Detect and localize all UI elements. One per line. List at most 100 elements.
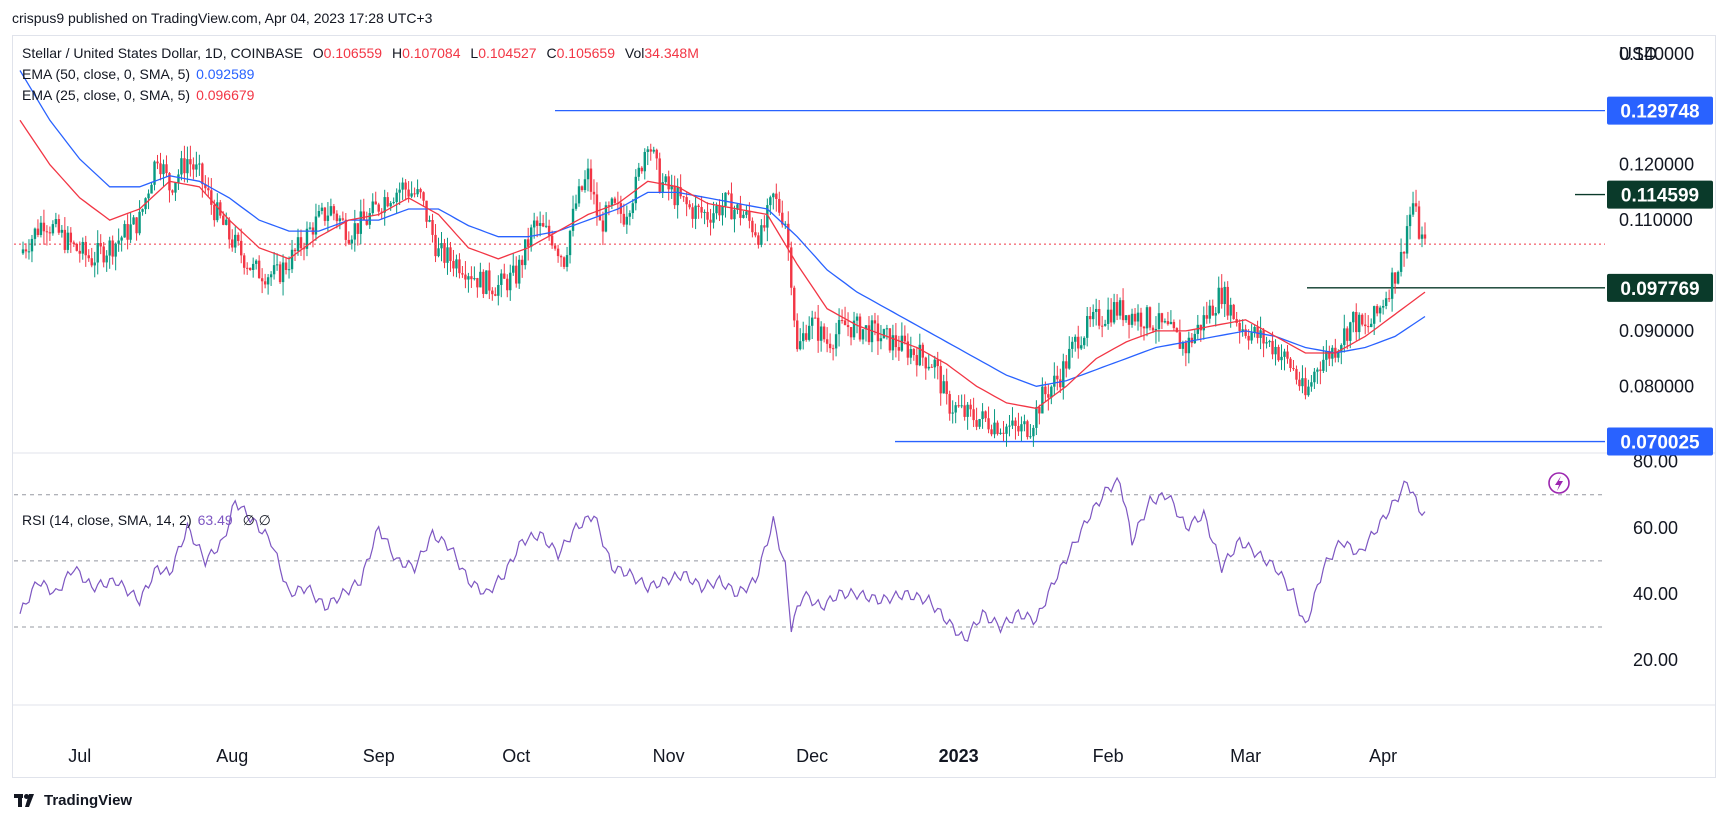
candle-body — [314, 216, 318, 235]
candle-body — [1109, 309, 1113, 323]
level-badge — [1607, 96, 1713, 125]
candle-body — [667, 176, 670, 190]
candle-body — [906, 341, 910, 358]
candle-body — [320, 207, 324, 211]
candle-body — [640, 167, 643, 172]
candle-body — [90, 258, 93, 266]
candle-body — [969, 404, 972, 410]
candle-body — [649, 149, 652, 152]
candle-body — [497, 284, 500, 296]
candle-body — [1068, 348, 1071, 369]
candle-body — [365, 220, 368, 225]
candle-body — [251, 263, 255, 271]
candle-body — [290, 249, 294, 270]
candle-body — [213, 204, 216, 221]
candle-body — [676, 187, 679, 206]
candle-body — [1029, 436, 1032, 438]
candle-body — [879, 338, 883, 342]
candle-body — [1340, 345, 1343, 352]
candle-body — [165, 164, 168, 174]
open-value: 0.106559 — [323, 45, 383, 61]
candle-body — [347, 239, 351, 244]
candle-body — [936, 359, 939, 367]
candle-body — [395, 192, 398, 203]
candle-body — [105, 255, 108, 263]
candle-body — [864, 325, 868, 330]
candle-body — [302, 248, 306, 250]
candle-body — [718, 205, 721, 216]
ema50-legend: EMA (50, close, 0, SMA, 5) 0.092589 — [22, 66, 255, 82]
candle-body — [706, 211, 709, 220]
rsi-tick-label: 40.00 — [1633, 584, 1678, 604]
candle-body — [479, 271, 482, 288]
candle-body — [745, 211, 748, 215]
candle-body — [1361, 314, 1364, 325]
candle-body — [1387, 298, 1391, 300]
candle-body — [855, 316, 859, 321]
candle-body — [1121, 300, 1125, 321]
candle-body — [691, 207, 694, 219]
axes: 0.140000 0.120000 0.110000 0.090000 0.080000… — [68, 44, 1694, 766]
candle-body — [24, 249, 28, 252]
candle-body — [1002, 432, 1005, 434]
candle-body — [1154, 329, 1158, 331]
candle-body — [147, 193, 150, 199]
candle-body — [1220, 287, 1223, 305]
candles — [21, 143, 1427, 447]
candle-body — [1118, 300, 1122, 316]
grid-lines — [12, 452, 1716, 706]
month-tick-label: Jul — [68, 746, 91, 766]
candle-body — [389, 203, 392, 207]
candle-body — [927, 366, 930, 369]
candle-body — [371, 201, 374, 214]
candle-body — [467, 276, 470, 280]
candle-body — [1364, 324, 1367, 327]
candle-body — [1313, 371, 1316, 383]
candle-body — [362, 211, 365, 221]
candle-body — [673, 185, 676, 206]
lightning-icon[interactable] — [1548, 472, 1570, 494]
candle-body — [57, 219, 61, 233]
candle-body — [577, 186, 581, 204]
candle-body — [739, 204, 742, 218]
candle-body — [981, 411, 984, 420]
candle-body — [1169, 321, 1173, 325]
candle-body — [1414, 203, 1418, 207]
candle-body — [1023, 421, 1026, 425]
candle-body — [323, 207, 327, 221]
candle-body — [610, 198, 614, 207]
candle-body — [769, 197, 772, 206]
candle-body — [308, 227, 312, 229]
candle-body — [33, 228, 37, 239]
rsi-tick-label: 80.00 — [1633, 452, 1678, 472]
candle-body — [1322, 359, 1325, 371]
candle-body — [529, 227, 533, 247]
candle-body — [837, 320, 841, 335]
candle-body — [1271, 340, 1274, 355]
candle-body — [984, 411, 987, 419]
candle-body — [1014, 420, 1017, 426]
candle-body — [180, 158, 183, 175]
candle-body — [622, 213, 626, 225]
candle-body — [1065, 361, 1068, 369]
candle-body — [1295, 369, 1298, 380]
rsi-value: 63.49 — [197, 512, 233, 528]
level-badge — [1607, 427, 1713, 456]
candle-body — [1106, 309, 1110, 324]
price-tick-label: 0.110000 — [1619, 210, 1693, 230]
candle-body — [195, 164, 198, 170]
rsi-tick-label: 20.00 — [1633, 650, 1678, 670]
candle-body — [999, 432, 1002, 434]
candle-body — [326, 215, 330, 221]
candle-body — [1041, 386, 1044, 414]
candle-body — [1298, 379, 1301, 387]
candle-body — [1244, 329, 1247, 336]
candle-body — [225, 219, 228, 225]
candle-body — [108, 240, 111, 256]
candle-body — [1184, 342, 1188, 354]
candle-body — [568, 230, 572, 256]
tradingview-brand[interactable]: TradingView — [14, 792, 132, 809]
candle-body — [186, 159, 189, 174]
candle-body — [260, 278, 264, 282]
